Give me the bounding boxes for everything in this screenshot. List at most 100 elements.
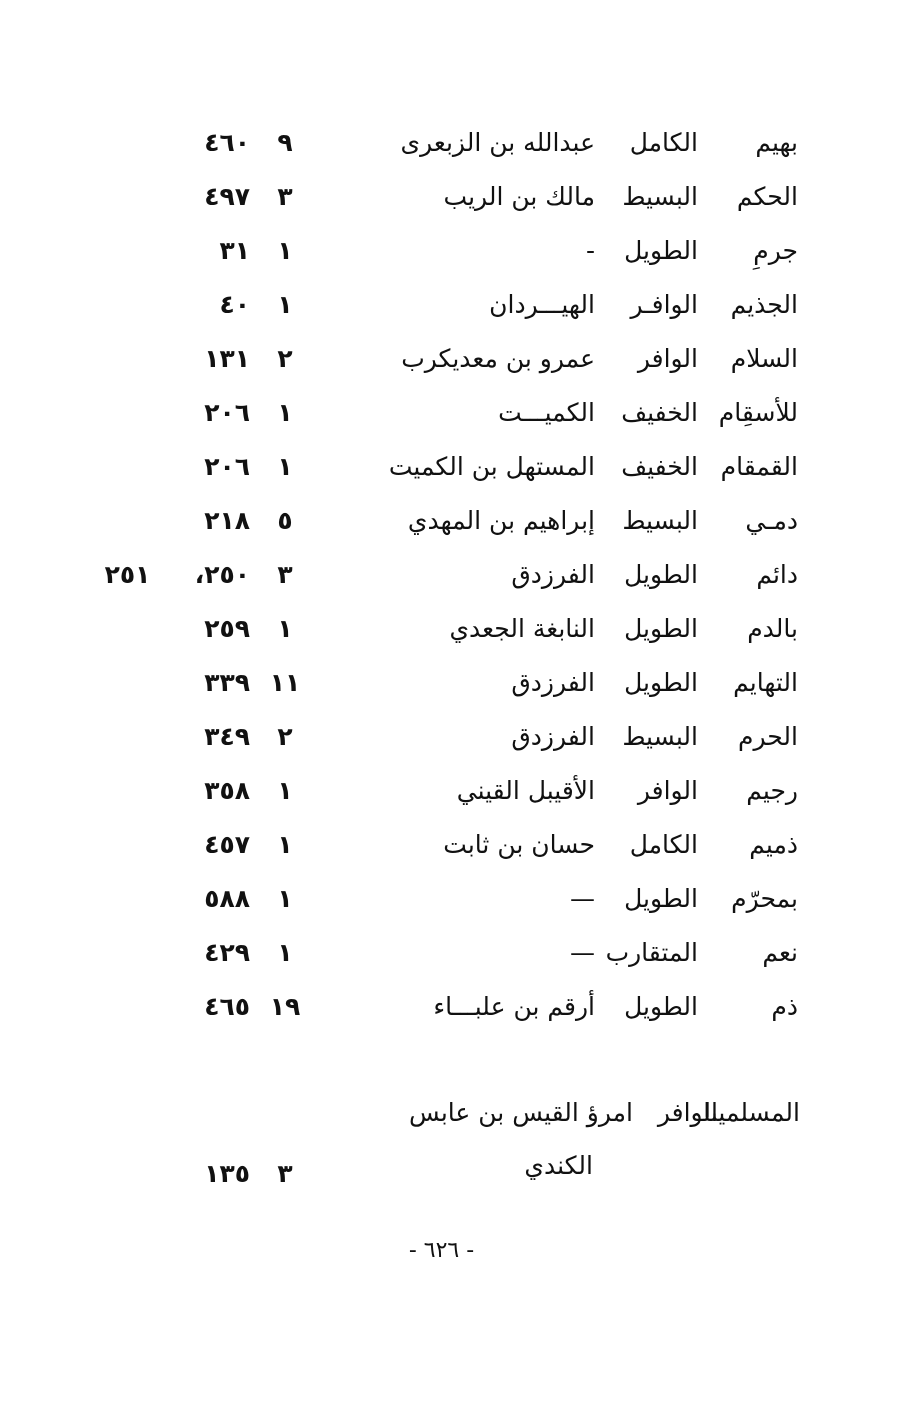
poet-name: —: [570, 884, 595, 913]
verse-count: ٣: [277, 560, 293, 589]
verse-count: ١: [277, 830, 293, 859]
verse-count: ١٩: [269, 992, 301, 1021]
meter: الخفيف: [621, 452, 698, 481]
page-refs: ١٣٥: [204, 1159, 250, 1188]
page-refs: ٣٤٩: [204, 722, 250, 751]
poet-name: —: [570, 938, 595, 967]
meter: الوافر: [637, 776, 698, 805]
poet-name: أرقم بن علبـــاء: [433, 992, 595, 1021]
rhyme-word: الحرم: [738, 722, 798, 751]
rhyme-word: القمقام: [720, 452, 798, 481]
poet-name: عبدالله بن الزبعرى: [400, 128, 595, 157]
index-entry: ذم الطويل أرقم بن علبـــاء ١٩ ٤٦٥: [0, 982, 903, 1032]
meter: الطويل: [624, 992, 698, 1021]
index-entry-last-cont: الكندي ٣ ١٣٥: [0, 1141, 903, 1191]
page-refs: ٤٢٩: [204, 938, 250, 967]
index-entry: نعم المتقارب — ١ ٤٢٩: [0, 928, 903, 978]
verse-count: ٣: [277, 1159, 293, 1188]
rhyme-word: ذم: [771, 992, 798, 1021]
verse-count: ٩: [277, 128, 293, 157]
rhyme-word: للأسقِام: [718, 398, 798, 427]
rhyme-word: دائم: [756, 560, 798, 589]
page-number-text: - ٦٢٦ -: [408, 1238, 475, 1263]
index-entry: الحكم البسيط مالك بن الريب ٣ ٤٩٧: [0, 172, 903, 222]
index-entry: بهيم الكامل عبدالله بن الزبعرى ٩ ٤٦٠: [0, 118, 903, 168]
index-entry: الحرم البسيط الفرزدق ٢ ٣٤٩: [0, 712, 903, 762]
index-entry: جرمِ الطويل - ١ ٣١: [0, 226, 903, 276]
page-refs: ٣٥٨: [204, 776, 250, 805]
index-entry: الجذيم الوافـر الهيـــردان ١ ٤٠: [0, 280, 903, 330]
rhyme-word: التهايم: [733, 668, 798, 697]
page-refs: ٥٨٨: [204, 884, 250, 913]
meter: الطويل: [624, 884, 698, 913]
meter: الكامل: [629, 128, 698, 157]
rhyme-word: الحكم: [736, 182, 798, 211]
meter: الخفيف: [621, 398, 698, 427]
poet-name: الفرزدق: [511, 560, 595, 589]
index-entry: التهايم الطويل الفرزدق ١١ ٣٣٩: [0, 658, 903, 708]
page-refs: ٢٥٩: [204, 614, 250, 643]
index-entry: بمحرّم الطويل — ١ ٥٨٨: [0, 874, 903, 924]
poet-name: حسان بن ثابت: [443, 830, 595, 859]
rhyme-word: بمحرّم: [731, 884, 798, 913]
poet-name: الأقيبل القيني: [456, 776, 595, 805]
index-entry: السلام الوافر عمرو بن معديكرب ٢ ١٣١: [0, 334, 903, 384]
rhyme-word: رجيم: [746, 776, 798, 805]
index-entry: للأسقِام الخفيف الكميـــت ١ ٢٠٦: [0, 388, 903, 438]
rhyme-word: بهيم: [755, 128, 798, 157]
verse-count: ١: [277, 776, 293, 805]
page-refs: ٤٠: [219, 290, 250, 319]
page-refs: ٤٦٠: [204, 128, 250, 157]
page-refs: ٤٥٧: [204, 830, 250, 859]
verse-count: ١: [277, 884, 293, 913]
verse-count: ١: [277, 290, 293, 319]
meter: البسيط: [622, 506, 698, 535]
index-entry: دمـي البسيط إبراهيم بن المهدي ٥ ٢١٨: [0, 496, 903, 546]
rhyme-word: جرمِ: [753, 236, 798, 265]
page-refs: ١٣١: [204, 344, 250, 373]
meter: الطويل: [624, 560, 698, 589]
verse-count: ١: [277, 452, 293, 481]
extra-page-ref: ٢٥١: [104, 560, 151, 589]
poet-name: المستهل بن الكميت: [388, 452, 595, 481]
page-refs: ٤٩٧: [204, 182, 250, 211]
rhyme-word: الجذيم: [730, 290, 798, 319]
verse-count: ٢: [277, 722, 293, 751]
page-refs: ٢٥٠،: [194, 560, 250, 589]
meter: الوافر: [657, 1098, 718, 1127]
page-refs: ٢١٨: [204, 506, 250, 535]
rhyme-word: نعم: [762, 938, 798, 967]
poet-name: الهيـــردان: [489, 290, 595, 319]
poet-name: -: [585, 236, 595, 265]
verse-count: ٥: [277, 506, 293, 535]
verse-count: ١: [277, 938, 293, 967]
poet-name: الكميـــت: [498, 398, 595, 427]
index-entry: بالدم الطويل النابغة الجعدي ١ ٢٥٩: [0, 604, 903, 654]
verse-count: ٢: [277, 344, 293, 373]
rhyme-word: بالدم: [747, 614, 798, 643]
index-entry: ذميم الكامل حسان بن ثابت ١ ٤٥٧: [0, 820, 903, 870]
meter: البسيط: [622, 182, 698, 211]
poet-name: الفرزدق: [511, 722, 595, 751]
page-refs: ٢٠٦: [204, 452, 250, 481]
rhyme-word: السلام: [730, 344, 798, 373]
meter: المتقارب: [605, 938, 698, 967]
poet-name: الفرزدق: [511, 668, 595, 697]
index-entry-last: المسلمينا الوافر امرؤ القيس بن عابس: [0, 1088, 903, 1138]
poet-name: النابغة الجعدي: [449, 614, 595, 643]
poet-name-cont: الكندي: [524, 1151, 593, 1180]
meter: الوافـر: [630, 290, 699, 319]
page-refs: ٣٣٩: [204, 668, 250, 697]
poet-name: امرؤ القيس بن عابس: [408, 1098, 633, 1127]
rhyme-word: دمـي: [745, 506, 798, 535]
index-entry: القمقام الخفيف المستهل بن الكميت ١ ٢٠٦: [0, 442, 903, 492]
meter: الكامل: [629, 830, 698, 859]
verse-count: ١: [277, 398, 293, 427]
page-refs: ٤٦٥: [204, 992, 250, 1021]
page-refs: ٣١: [219, 236, 250, 265]
poet-name: عمرو بن معديكرب: [401, 344, 595, 373]
verse-count: ١: [277, 614, 293, 643]
verse-count: ١١: [269, 668, 301, 697]
meter: الطويل: [624, 236, 698, 265]
page-number: - ٦٢٦ -: [0, 1238, 903, 1263]
